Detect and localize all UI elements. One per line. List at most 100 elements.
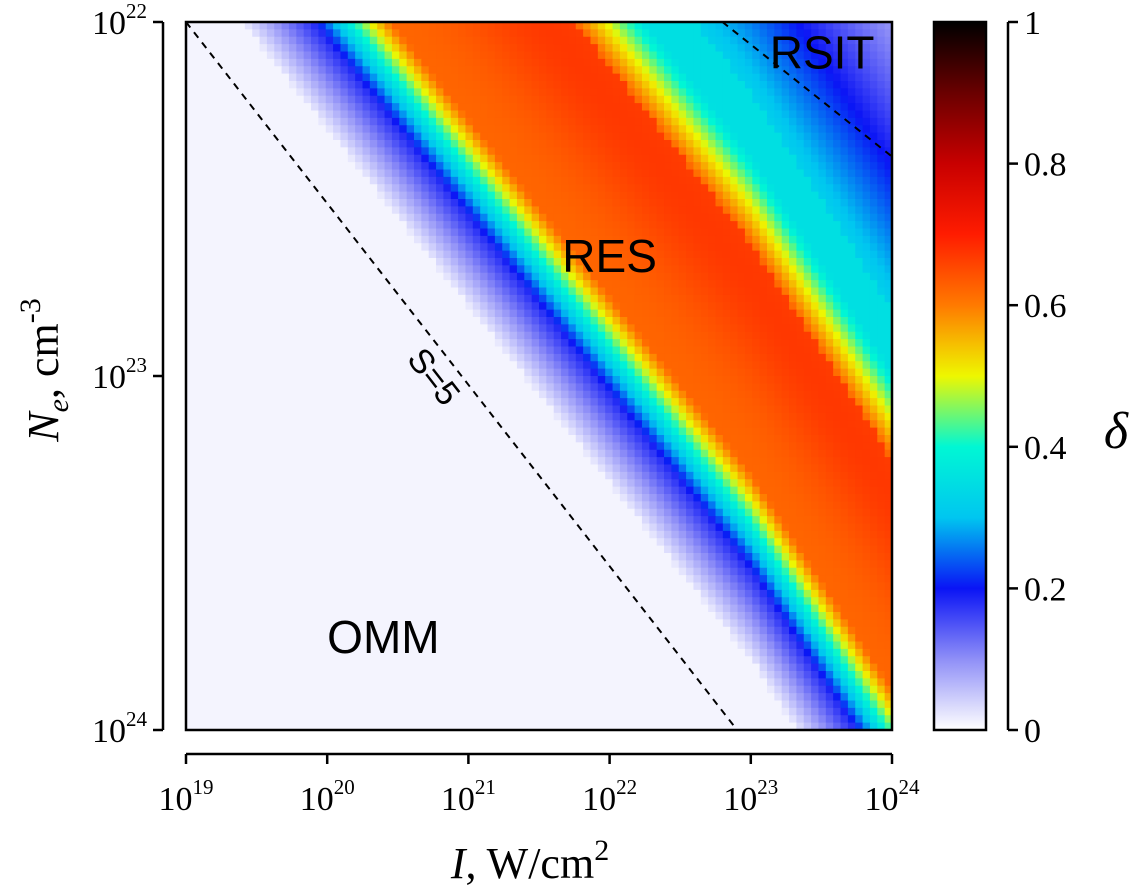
heatmap-cell	[847, 66, 856, 75]
heatmap-cell	[399, 66, 408, 75]
heatmap-cell	[200, 140, 209, 148]
heatmap-cell	[833, 368, 842, 377]
heatmap-cell	[877, 81, 886, 89]
heatmap-cell	[686, 154, 695, 163]
heatmap-cell	[884, 317, 892, 325]
heatmap-cell	[340, 58, 349, 67]
heatmap-cell	[340, 51, 349, 60]
heatmap-cell	[384, 258, 393, 266]
heatmap-cell	[222, 383, 231, 392]
heatmap-cell	[693, 88, 702, 97]
heatmap-cell	[664, 147, 672, 156]
heatmap-cell	[186, 280, 194, 289]
heatmap-cell	[259, 280, 268, 289]
heatmap-cell	[215, 309, 224, 318]
heatmap-cell	[678, 272, 687, 281]
heatmap-cell	[605, 309, 614, 318]
heatmap-cell	[480, 51, 489, 60]
heatmap-cell	[686, 398, 695, 407]
heatmap-cell	[833, 317, 842, 325]
heatmap-cell	[789, 66, 797, 75]
heatmap-cell	[840, 154, 849, 163]
heatmap-cell	[678, 169, 687, 178]
heatmap-cell	[413, 58, 422, 67]
heatmap-cell	[656, 58, 665, 67]
heatmap-cell	[789, 228, 797, 237]
heatmap-cell	[333, 272, 342, 281]
heatmap-cell	[641, 228, 650, 237]
heatmap-cell	[752, 125, 761, 134]
heatmap-cell	[516, 250, 525, 259]
heatmap-cell	[884, 324, 892, 333]
heatmap-cell	[362, 184, 371, 193]
heatmap-cell	[281, 51, 290, 60]
heatmap-cell	[450, 191, 459, 200]
heatmap-cell	[546, 22, 555, 30]
heatmap-cell	[539, 294, 547, 303]
heatmap-cell	[274, 294, 283, 303]
heatmap-cell	[722, 287, 731, 296]
heatmap-cell	[546, 243, 555, 252]
heatmap-cell	[796, 243, 805, 252]
heatmap-cell	[862, 346, 871, 355]
heatmap-cell	[509, 44, 518, 53]
heatmap-cell	[274, 154, 283, 163]
heatmap-cell	[443, 169, 452, 178]
heatmap-cell	[553, 117, 562, 126]
heatmap-cell	[811, 324, 820, 333]
heatmap-cell	[436, 331, 444, 340]
heatmap-cell	[399, 250, 408, 259]
heatmap-cell	[193, 81, 202, 89]
heatmap-cell	[649, 191, 658, 200]
heatmap-cell	[259, 88, 268, 97]
heatmap-cell	[208, 228, 217, 237]
heatmap-cell	[472, 353, 481, 362]
heatmap-cell	[553, 368, 562, 377]
heatmap-cell	[222, 361, 231, 370]
heatmap-cell	[281, 339, 290, 348]
heatmap-cell	[700, 294, 709, 303]
heatmap-cell	[340, 302, 349, 311]
heatmap-cell	[450, 280, 459, 289]
heatmap-cell	[377, 309, 386, 318]
heatmap-cell	[811, 235, 820, 244]
heatmap-cell	[281, 398, 290, 407]
heatmap-cell	[818, 73, 827, 82]
heatmap-cell	[766, 346, 775, 355]
heatmap-cell	[862, 162, 871, 171]
heatmap-cell	[274, 206, 283, 215]
heatmap-cell	[465, 110, 474, 119]
heatmap-cell	[627, 317, 636, 325]
heatmap-cell	[259, 110, 268, 119]
heatmap-cell	[737, 346, 746, 355]
heatmap-cell	[877, 125, 886, 134]
heatmap-cell	[759, 280, 768, 289]
heatmap-cell	[627, 184, 636, 193]
heatmap-cell	[789, 383, 797, 392]
heatmap-cell	[546, 383, 555, 392]
heatmap-cell	[524, 376, 533, 384]
heatmap-cell	[230, 184, 239, 193]
heatmap-cell	[855, 103, 864, 112]
heatmap-cell	[605, 250, 614, 259]
heatmap-cell	[627, 287, 636, 296]
heatmap-cell	[862, 140, 871, 148]
heatmap-cell	[774, 169, 783, 178]
heatmap-cell	[796, 66, 805, 75]
heatmap-cell	[428, 147, 437, 156]
heatmap-cell	[524, 390, 533, 399]
heatmap-cell	[649, 147, 658, 156]
heatmap-cell	[671, 265, 680, 274]
heatmap-cell	[781, 280, 790, 289]
heatmap-cell	[840, 398, 849, 407]
heatmap-cell	[671, 162, 680, 171]
heatmap-cell	[230, 324, 239, 333]
heatmap-cell	[546, 125, 555, 134]
heatmap-cell	[355, 228, 364, 237]
heatmap-cell	[715, 140, 724, 148]
heatmap-cell	[274, 132, 283, 141]
heatmap-cell	[516, 368, 525, 377]
heatmap-cell	[884, 309, 892, 318]
heatmap-cell	[186, 228, 194, 237]
heatmap-cell	[266, 199, 275, 207]
